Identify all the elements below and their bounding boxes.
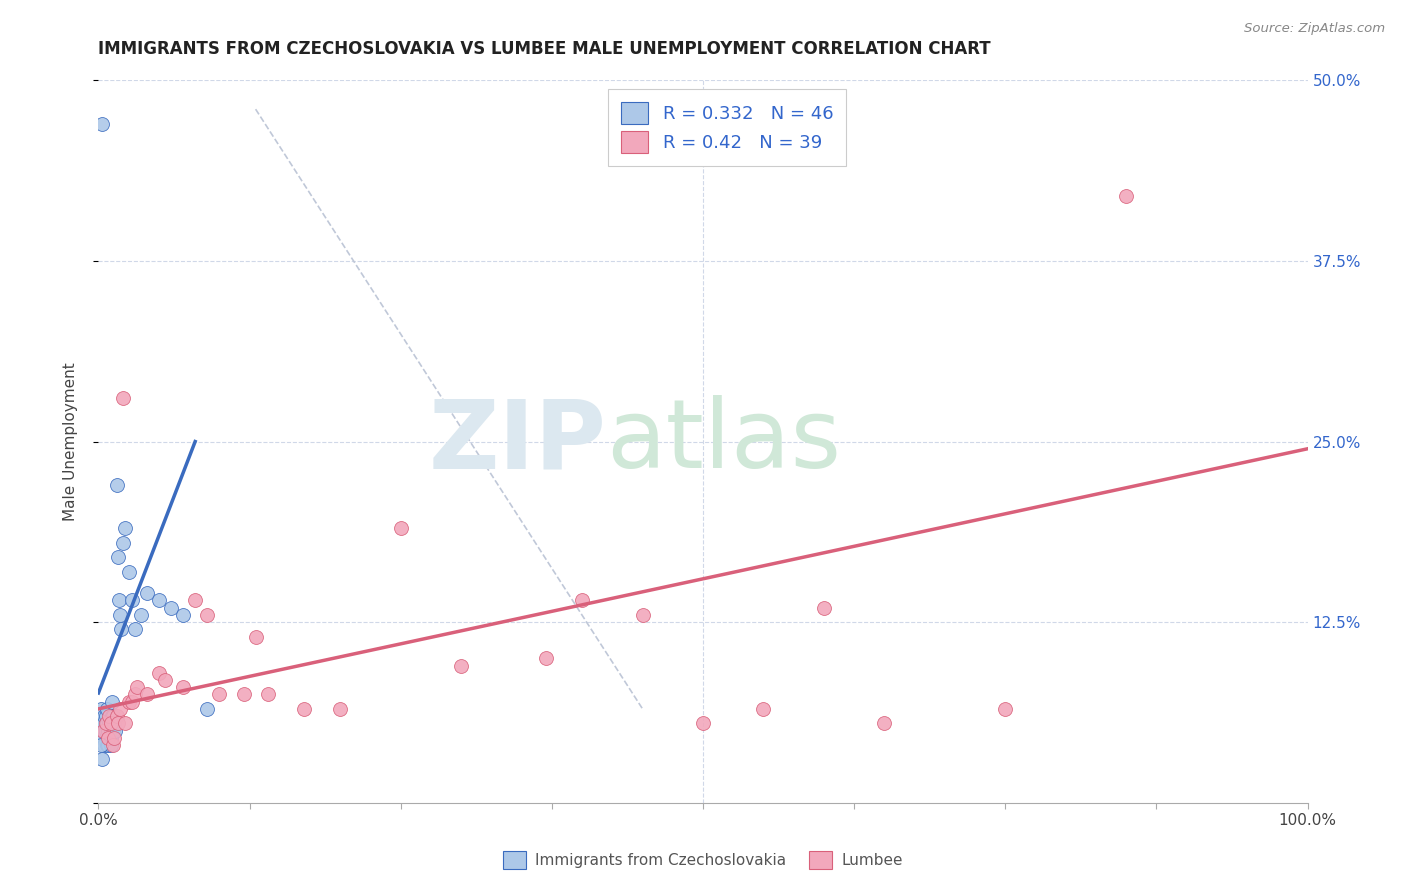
Point [96,716,118,731]
Point [107,550,129,565]
Point [752,702,775,716]
Point [100,723,122,738]
Point [172,607,194,622]
Legend: R = 0.332   N = 46, R = 0.42   N = 39: R = 0.332 N = 46, R = 0.42 N = 39 [609,89,846,166]
Point [91,723,114,738]
Point [813,600,835,615]
Point [98,709,121,723]
Point [121,695,143,709]
Point [100,716,122,731]
Point [94,709,117,723]
Point [873,716,896,731]
Point [153,673,176,687]
Point [148,593,170,607]
Point [631,607,654,622]
Point [571,593,593,607]
Point [994,702,1017,716]
Point [114,521,136,535]
Point [118,565,141,579]
Point [160,600,183,615]
Point [104,723,127,738]
Point [148,665,170,680]
Point [98,731,121,745]
Point [101,738,124,752]
Point [195,702,218,716]
Point [91,716,114,731]
Point [450,658,472,673]
Point [101,723,124,738]
Point [101,709,124,723]
Point [129,607,152,622]
Point [94,716,117,731]
Point [108,702,131,716]
Point [124,687,146,701]
Point [118,695,141,709]
Point [90,716,112,731]
Point [103,716,125,731]
Point [90,702,112,716]
Point [105,709,128,723]
Point [105,478,128,492]
Point [93,738,115,752]
Point [96,702,118,716]
Text: IMMIGRANTS FROM CZECHOSLOVAKIA VS LUMBEE MALE UNEMPLOYMENT CORRELATION CHART: IMMIGRANTS FROM CZECHOSLOVAKIA VS LUMBEE… [98,40,991,58]
Point [256,687,278,701]
Point [292,702,315,716]
Point [100,738,122,752]
Point [97,738,120,752]
Point [91,731,114,745]
Point [100,695,122,709]
Point [93,709,115,723]
Text: ZIP: ZIP [429,395,606,488]
Point [135,687,157,701]
Point [172,680,194,694]
Point [103,731,125,745]
Y-axis label: Male Unemployment: Male Unemployment [63,362,77,521]
Point [108,593,131,607]
Point [208,687,231,701]
Point [232,687,254,701]
Legend: Immigrants from Czechoslovakia, Lumbee: Immigrants from Czechoslovakia, Lumbee [498,845,908,875]
Point [108,607,131,622]
Point [135,586,157,600]
Point [195,607,218,622]
Point [245,630,267,644]
Point [97,723,120,738]
Point [90,738,112,752]
Point [111,391,134,405]
Point [96,738,118,752]
Point [114,716,136,731]
Point [1115,189,1137,203]
Point [111,535,134,549]
Point [100,731,122,745]
Point [127,680,149,694]
Point [110,623,132,637]
Text: atlas: atlas [606,395,841,488]
Point [94,723,117,738]
Point [98,716,121,731]
Point [91,117,114,131]
Point [100,709,122,723]
Point [97,731,120,745]
Point [692,716,714,731]
Point [107,716,129,731]
Point [91,731,114,745]
Point [121,593,143,607]
Point [534,651,557,665]
Point [184,593,207,607]
Point [91,716,114,731]
Point [389,521,412,535]
Point [329,702,352,716]
Point [124,623,146,637]
Point [93,723,115,738]
Point [91,752,114,766]
Text: Source: ZipAtlas.com: Source: ZipAtlas.com [1244,22,1385,36]
